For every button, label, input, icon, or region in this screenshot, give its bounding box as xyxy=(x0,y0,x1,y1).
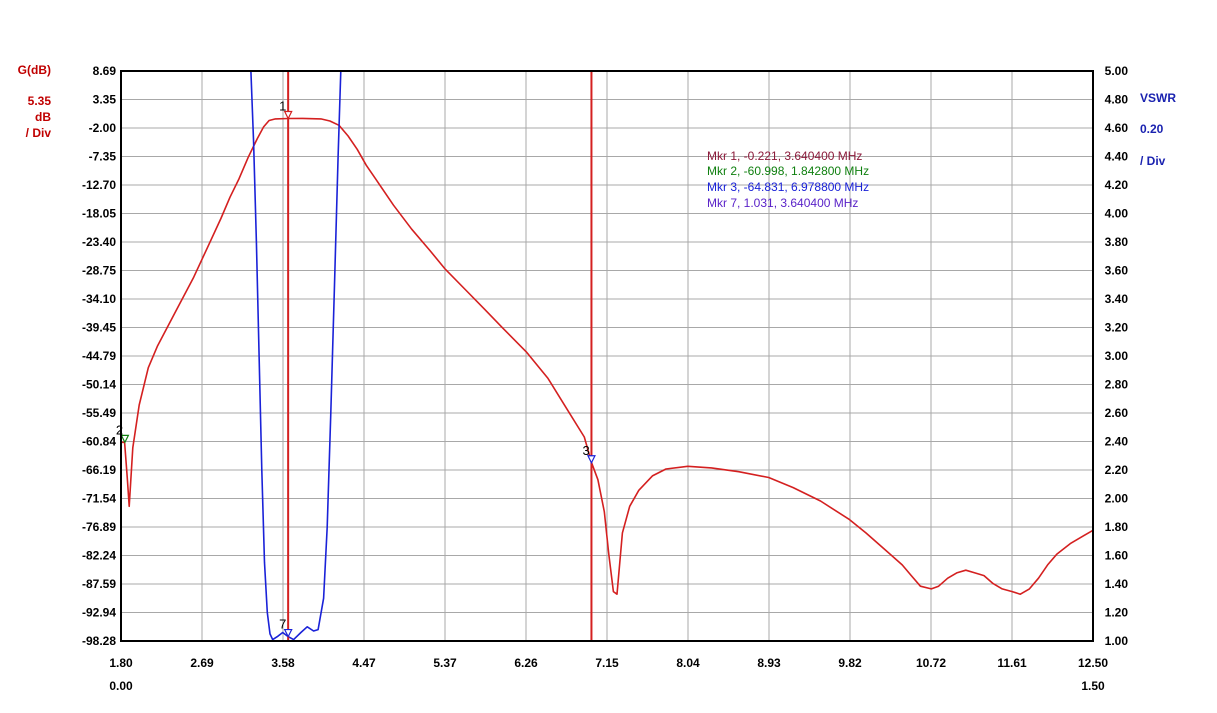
marker-label: 3 xyxy=(582,443,589,458)
legend-entry-4: Mkr 7, 1.031, 3.640400 MHz xyxy=(707,196,858,210)
marker-label: 1 xyxy=(279,98,286,113)
right-tick-label: 5.00 xyxy=(1105,64,1129,78)
left-tick-label: -50.14 xyxy=(82,378,116,392)
left-tick-label: -44.79 xyxy=(82,349,116,363)
right-tick-label: 3.40 xyxy=(1105,292,1129,306)
left-tick-label: 3.35 xyxy=(93,93,117,107)
left-tick-label: -92.94 xyxy=(82,606,116,620)
left-tick-label: -98.28 xyxy=(82,634,116,648)
left-axis-scale-unit: dB xyxy=(35,110,51,124)
left-tick-label: -87.59 xyxy=(82,577,116,591)
marker-label: 7 xyxy=(279,617,286,632)
plot-frame xyxy=(120,70,1094,642)
right-axis-scale-div: / Div xyxy=(1140,154,1166,168)
right-tick-label: 3.20 xyxy=(1105,321,1129,335)
marker-triangle xyxy=(283,628,293,638)
right-tick-label: 3.00 xyxy=(1105,349,1129,363)
legend-entry-3: Mkr 3, -64.831, 6.978800 MHz xyxy=(707,180,869,194)
right-axis-title: VSWR xyxy=(1140,91,1176,105)
marker-lines xyxy=(287,71,593,641)
marker-triangle xyxy=(586,455,596,465)
gain-trace xyxy=(121,117,1093,595)
x-tick-label: 2.69 xyxy=(190,656,214,670)
marker-label: 2 xyxy=(116,422,123,437)
right-tick-label: 1.20 xyxy=(1105,606,1129,620)
left-tick-label: -2.00 xyxy=(89,121,117,135)
x-tick-label: 8.93 xyxy=(757,656,781,670)
right-tick-label: 3.80 xyxy=(1105,235,1129,249)
x-tick-label: 8.04 xyxy=(676,656,700,670)
left-tick-label: -76.89 xyxy=(82,520,116,534)
right-tick-label: 1.00 xyxy=(1105,634,1129,648)
right-tick-label: 3.60 xyxy=(1105,264,1129,278)
legend-entry-2: Mkr 2, -60.998, 1.842800 MHz xyxy=(707,164,869,178)
left-axis-title: G(dB) xyxy=(18,63,51,77)
right-tick-label: 4.40 xyxy=(1105,150,1129,164)
left-tick-label: -12.70 xyxy=(82,178,116,192)
right-tick-label: 1.60 xyxy=(1105,549,1129,563)
right-tick-label: 4.20 xyxy=(1105,178,1129,192)
left-tick-label: -7.35 xyxy=(89,150,117,164)
right-tick-label: 2.00 xyxy=(1105,492,1129,506)
x-axis-sub-left: 0.00 xyxy=(109,679,133,693)
left-tick-label: -55.49 xyxy=(82,406,116,420)
x-axis-sub-right: 1.50 xyxy=(1081,679,1105,693)
left-tick-label: 8.69 xyxy=(93,64,117,78)
x-tick-label: 9.82 xyxy=(838,656,862,670)
marker-layer: 1 2 3 7 xyxy=(116,98,596,638)
left-tick-label: -18.05 xyxy=(82,207,116,221)
x-tick-label: 6.26 xyxy=(514,656,538,670)
right-tick-label: 4.80 xyxy=(1105,93,1129,107)
x-tick-label: 3.58 xyxy=(271,656,295,670)
right-tick-label: 2.80 xyxy=(1105,378,1129,392)
right-tick-label: 2.20 xyxy=(1105,463,1129,477)
left-axis-scale-div: / Div xyxy=(26,126,52,140)
left-tick-label: -23.40 xyxy=(82,235,116,249)
right-tick-label: 1.80 xyxy=(1105,520,1129,534)
left-tick-label: -34.10 xyxy=(82,292,116,306)
right-tick-label: 4.60 xyxy=(1105,121,1129,135)
right-tick-label: 2.60 xyxy=(1105,406,1129,420)
x-tick-label: 10.72 xyxy=(916,656,946,670)
right-tick-label: 4.00 xyxy=(1105,207,1129,221)
left-tick-label: -60.84 xyxy=(82,435,116,449)
tick-labels: 8.69 3.35 -2.00 -7.35 -12.70 -18.05 -23.40 -28.… xyxy=(82,64,1128,670)
x-tick-label: 7.15 xyxy=(595,656,619,670)
left-tick-label: -28.75 xyxy=(82,264,116,278)
marker-triangle xyxy=(120,434,130,444)
left-tick-label: -71.54 xyxy=(82,492,116,506)
legend: Mkr 1, -0.221, 3.640400 MHz Mkr 2, -60.9… xyxy=(707,149,869,210)
right-tick-label: 2.40 xyxy=(1105,435,1129,449)
x-tick-label: 5.37 xyxy=(433,656,457,670)
x-tick-label: 11.61 xyxy=(997,656,1027,670)
left-tick-label: -66.19 xyxy=(82,463,116,477)
left-tick-label: -39.45 xyxy=(82,321,116,335)
marker-triangle xyxy=(283,110,293,120)
x-tick-label: 12.50 xyxy=(1078,656,1108,670)
left-axis-scale-value: 5.35 xyxy=(28,94,52,108)
right-axis-scale-value: 0.20 xyxy=(1140,122,1164,136)
grid xyxy=(121,71,1093,641)
x-tick-label: 4.47 xyxy=(352,656,376,670)
right-tick-label: 1.40 xyxy=(1105,577,1129,591)
legend-entry-1: Mkr 1, -0.221, 3.640400 MHz xyxy=(707,149,862,163)
x-tick-label: 1.80 xyxy=(109,656,133,670)
left-tick-label: -82.24 xyxy=(82,549,116,563)
